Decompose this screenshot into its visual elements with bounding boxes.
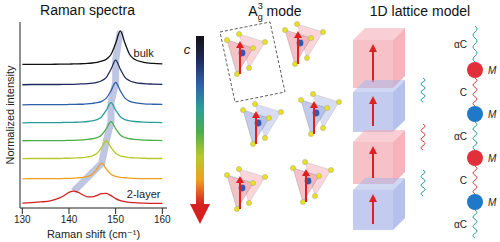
svg-text:150: 150 — [107, 214, 124, 225]
svg-text:C: C — [460, 87, 467, 98]
svg-text:M: M — [488, 153, 497, 164]
svg-text:1D lattice model: 1D lattice model — [370, 3, 470, 19]
svg-text:bulk: bulk — [134, 47, 155, 59]
svg-text:M: M — [488, 65, 497, 76]
svg-text:M: M — [488, 109, 497, 120]
svg-text:M: M — [488, 197, 497, 208]
svg-text:αC: αC — [454, 131, 467, 142]
svg-text:130: 130 — [14, 214, 31, 225]
svg-text:Ag3 mode: Ag3 mode — [248, 1, 301, 22]
svg-text:140: 140 — [61, 214, 78, 225]
svg-text:Raman shift (cm⁻¹): Raman shift (cm⁻¹) — [47, 228, 140, 240]
html-text:Raman spectra: Raman spectra — [40, 2, 135, 18]
svg-text:C: C — [460, 175, 467, 186]
svg-text:c: c — [184, 42, 191, 57]
svg-text:αC: αC — [454, 39, 467, 50]
svg-text:αC: αC — [454, 219, 467, 230]
svg-text:160: 160 — [154, 214, 171, 225]
svg-text:Normalized intensity: Normalized intensity — [4, 65, 16, 165]
svg-text:2-layer: 2-layer — [127, 188, 161, 200]
